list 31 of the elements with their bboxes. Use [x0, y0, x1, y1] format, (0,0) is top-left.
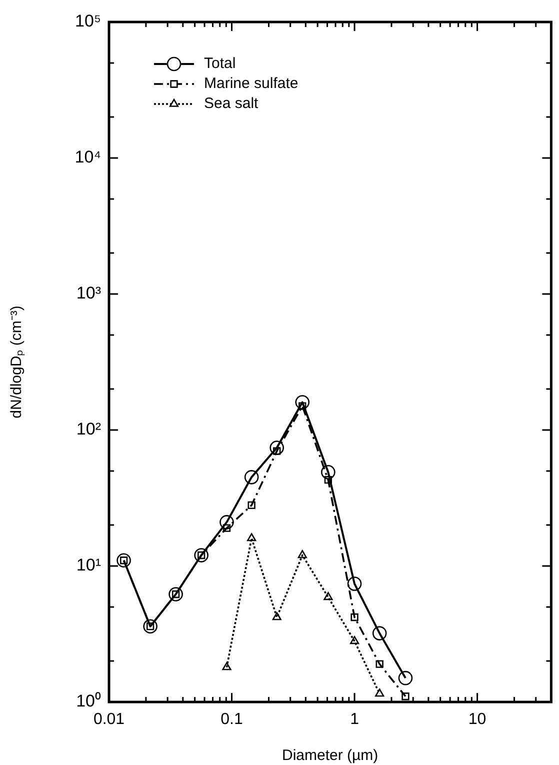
- point: [270, 440, 284, 455]
- y-tick-label: 10²: [76, 420, 102, 439]
- point: [220, 515, 234, 530]
- point: [194, 548, 208, 562]
- x-tick-label: 1: [350, 711, 360, 728]
- point: [321, 464, 336, 480]
- legend-label: Marine sulfate: [204, 75, 298, 92]
- y-tick-label: 10⁴: [74, 148, 101, 167]
- point: [398, 670, 413, 686]
- x-tick-label: 0.01: [93, 711, 125, 728]
- legend-label: Sea salt: [204, 95, 260, 112]
- point: [295, 395, 310, 410]
- x-tick-label: 10: [468, 711, 486, 728]
- y-tick-label: 10³: [76, 284, 102, 303]
- point: [222, 524, 231, 532]
- point: [372, 626, 387, 640]
- point: [116, 553, 131, 568]
- legend-label: Total: [204, 55, 236, 72]
- point: [402, 692, 410, 700]
- point: [347, 576, 362, 591]
- y-tick-label: 10⁵: [75, 12, 101, 31]
- y-tick-label: 10⁰: [76, 692, 101, 711]
- y-tick-label: 10¹: [76, 556, 102, 575]
- y-axis-title: dN/dlogDₚ (cm⁻³): [8, 306, 26, 418]
- point: [324, 476, 332, 484]
- point: [248, 501, 256, 510]
- x-axis-title: Diameter (µm): [282, 747, 378, 764]
- point: [244, 470, 259, 484]
- point: [376, 660, 384, 668]
- x-tick-label: 0.1: [220, 711, 243, 728]
- point: [350, 613, 358, 622]
